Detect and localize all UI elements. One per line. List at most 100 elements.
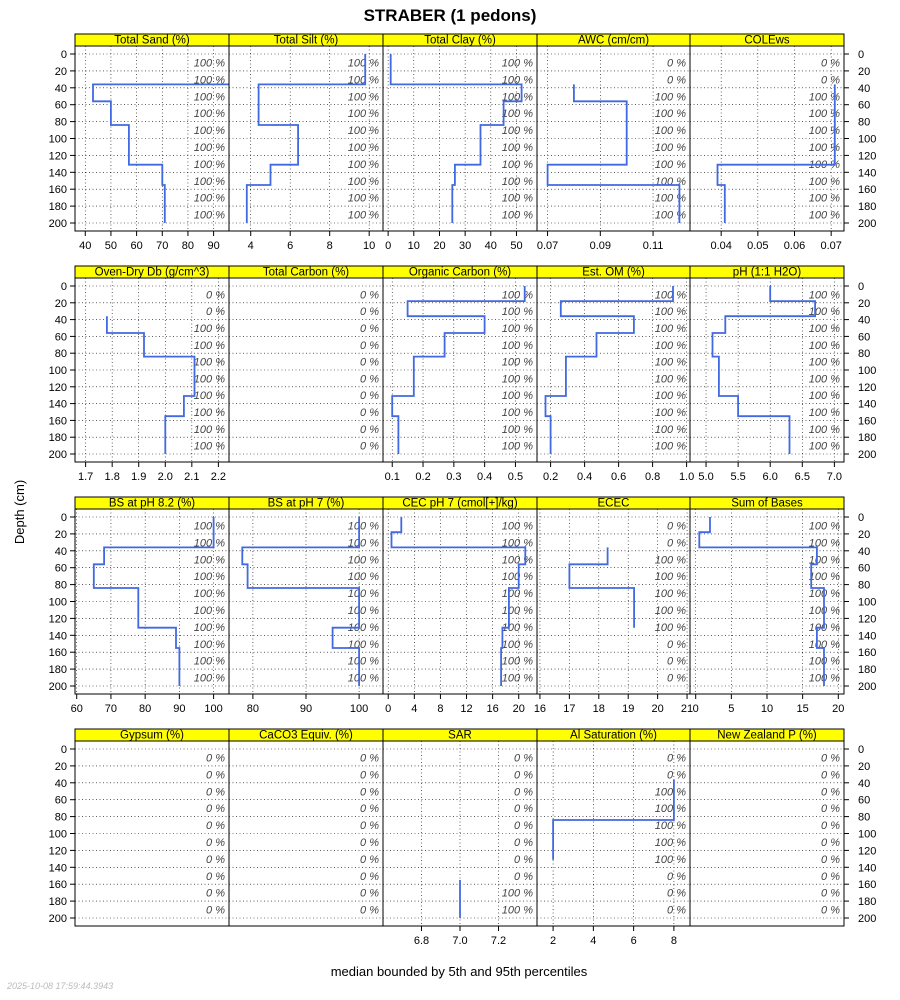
pct-label: 100 % <box>809 142 840 154</box>
y-tick-label: 120 <box>49 613 67 625</box>
pct-label: 0 % <box>821 905 840 917</box>
x-tick-label: 6 <box>287 240 293 252</box>
pct-label: 100 % <box>194 74 225 86</box>
pct-label: 0 % <box>821 57 840 69</box>
x-tick-label: 10 <box>363 240 375 252</box>
pct-label: 100 % <box>809 108 840 120</box>
pct-label: 100 % <box>502 441 533 453</box>
pct-label: 0 % <box>667 769 686 781</box>
pct-label: 100 % <box>348 537 379 549</box>
x-tick-label: 30 <box>459 240 471 252</box>
pct-label: 100 % <box>502 537 533 549</box>
panel-bs-at-ph-7: BS at pH 7 (%) 80 90 100 100 % 100 % 100 % 100 … <box>228 496 384 715</box>
y-tick-label: 160 <box>49 647 67 659</box>
pct-label: 0 % <box>667 905 686 917</box>
pct-label: 100 % <box>194 108 225 120</box>
pct-label: 100 % <box>655 306 686 318</box>
pct-label: 100 % <box>502 639 533 651</box>
pct-label: 100 % <box>502 673 533 685</box>
pct-label: 0 % <box>514 820 533 832</box>
pct-label: 100 % <box>348 159 379 171</box>
y-tick-label: 200 <box>858 218 876 230</box>
x-tick-label: 8 <box>327 240 333 252</box>
pct-label: 100 % <box>809 306 840 318</box>
y-tick-label: 20 <box>55 529 67 541</box>
depth-axis-right: 0 20 40 60 80 100 120 140 160 180 200 <box>844 744 876 925</box>
median-profile-line <box>106 316 196 454</box>
x-tick-label: 70 <box>105 703 117 715</box>
pct-label: 100 % <box>502 210 533 222</box>
pct-label: 0 % <box>360 820 379 832</box>
x-tick-label: 2.2 <box>211 471 226 483</box>
x-tick-label: 0 <box>385 240 391 252</box>
y-tick-label: 200 <box>858 913 876 925</box>
timestamp: 2025-10-08 17:59:44.3943 <box>6 981 113 991</box>
pct-label: 100 % <box>194 193 225 205</box>
pct-label: 0 % <box>821 820 840 832</box>
pct-label: 100 % <box>194 91 225 103</box>
x-tick-label: 5.0 <box>698 471 713 483</box>
depth-axis-right: 0 20 40 60 80 100 120 140 160 180 200 <box>844 512 876 693</box>
pct-label: 100 % <box>809 125 840 137</box>
pct-label: 100 % <box>502 390 533 402</box>
pct-label: 100 % <box>502 142 533 154</box>
y-tick-label: 0 <box>61 49 67 61</box>
pct-label: 100 % <box>809 193 840 205</box>
x-tick-label: 7.2 <box>491 935 506 947</box>
panel-bs-at-ph-8-2: BS at pH 8.2 (%) 60 70 80 90 100 100 % 100 % 100… <box>71 496 230 715</box>
x-tick-label: 80 <box>182 240 194 252</box>
y-tick-label: 160 <box>858 879 876 891</box>
chart-title: STRABER (1 pedons) <box>364 6 537 25</box>
x-tick-label: 0.07 <box>820 240 841 252</box>
pct-label: 0 % <box>360 340 379 352</box>
pct-label: 100 % <box>655 373 686 385</box>
panel-organic-carbon: Organic Carbon (%) 0.1 0.2 0.3 0.4 0.5 100 % 10… <box>382 265 538 483</box>
y-tick-label: 20 <box>55 66 67 78</box>
pct-label: 100 % <box>194 441 225 453</box>
panel-strip-label: BS at pH 7 (%) <box>268 498 345 510</box>
x-tick-label: 16 <box>534 703 546 715</box>
panel-strip-label: Total Silt (%) <box>274 35 339 47</box>
x-tick-label: 100 <box>204 703 222 715</box>
panel-ph-1-1-h2o: pH (1:1 H2O) 5.0 5.5 6.0 6.5 7.0 100 % 100 % 100… <box>689 265 845 483</box>
pct-label: 100 % <box>809 340 840 352</box>
panel-strip-label: Gypsum (%) <box>120 730 184 742</box>
pct-label: 100 % <box>502 554 533 566</box>
panel-strip-label: Sum of Bases <box>731 498 803 510</box>
pct-label: 100 % <box>194 520 225 532</box>
pct-label: 0 % <box>821 752 840 764</box>
pct-label: 0 % <box>360 306 379 318</box>
x-tick-label: 0.2 <box>415 471 430 483</box>
pct-label: 100 % <box>655 176 686 188</box>
pct-label: 100 % <box>809 537 840 549</box>
pct-label: 0 % <box>360 888 379 900</box>
y-tick-label: 120 <box>49 382 67 394</box>
y-tick-label: 140 <box>49 399 67 411</box>
y-tick-label: 180 <box>858 201 876 213</box>
panel-awc-cm-cm: AWC (cm/cm) 0.07 0.09 0.11 0 % 0 % 100 % 100 % 1… <box>536 33 691 252</box>
y-tick-label: 200 <box>858 449 876 461</box>
pct-label: 100 % <box>194 605 225 617</box>
x-tick-label: 90 <box>173 703 185 715</box>
pct-label: 100 % <box>348 639 379 651</box>
pct-label: 100 % <box>655 554 686 566</box>
y-tick-label: 160 <box>858 415 876 427</box>
median-profile-line <box>546 84 681 223</box>
x-tick-label: 19 <box>622 703 634 715</box>
median-profile-line <box>245 54 367 223</box>
y-tick-label: 20 <box>55 298 67 310</box>
pct-label: 100 % <box>655 786 686 798</box>
pct-label: 100 % <box>502 91 533 103</box>
pct-label: 100 % <box>655 820 686 832</box>
pct-label: 0 % <box>821 888 840 900</box>
x-tick-label: 16 <box>487 703 499 715</box>
y-tick-label: 60 <box>55 563 67 575</box>
pct-label: 100 % <box>655 854 686 866</box>
pct-label: 0 % <box>360 854 379 866</box>
y-tick-label: 140 <box>49 167 67 179</box>
pct-label: 100 % <box>809 571 840 583</box>
x-tick-label: 6.5 <box>795 471 810 483</box>
y-tick-label: 100 <box>858 829 876 841</box>
